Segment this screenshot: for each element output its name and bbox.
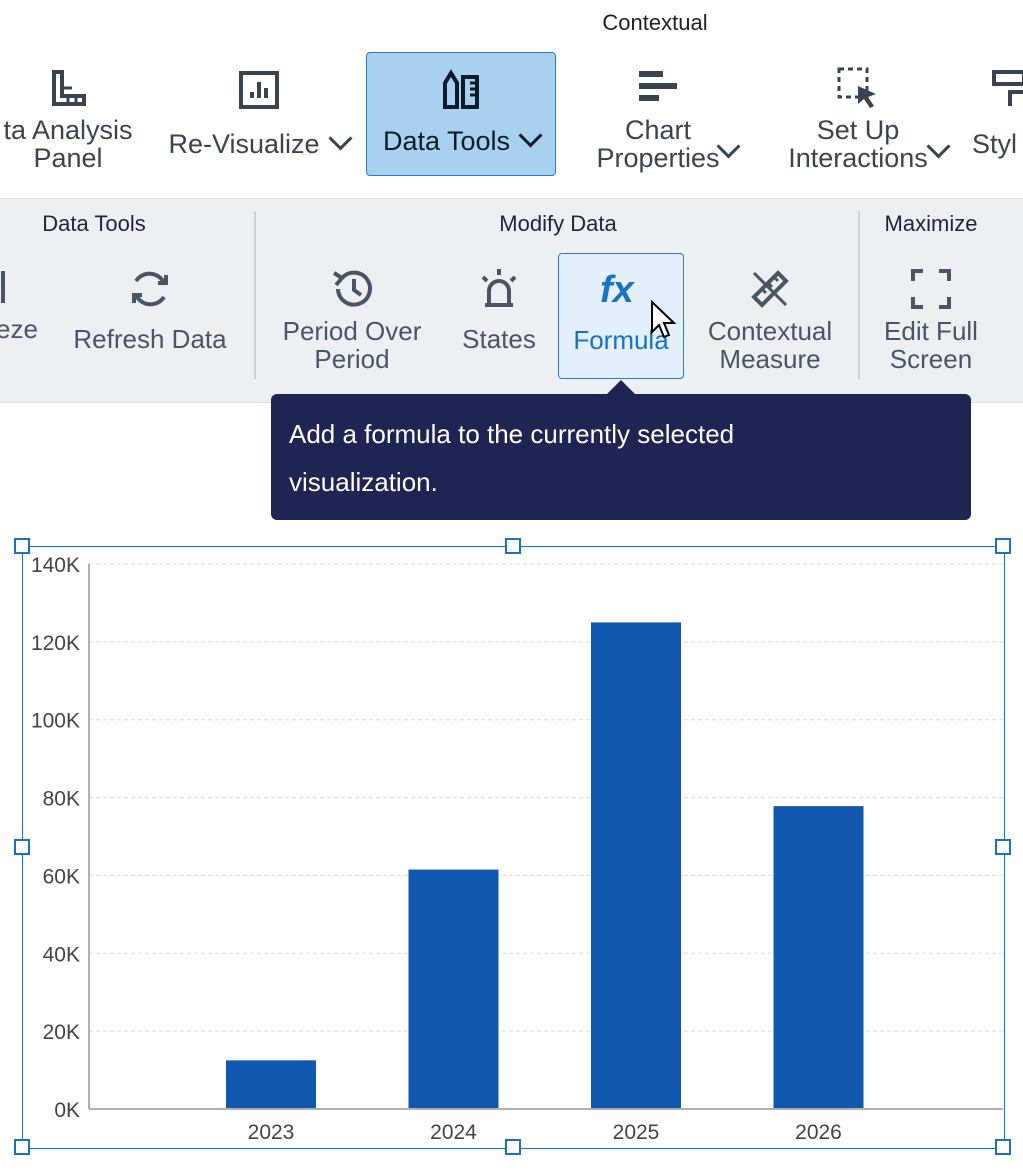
- resize-handle-right[interactable]: [995, 839, 1011, 855]
- contextual-measure-label-1: Contextual: [707, 316, 833, 346]
- bar-chart-icon: [238, 71, 279, 109]
- period-over-period-button[interactable]: Period Over Period: [268, 253, 436, 377]
- re-visualize-button[interactable]: Re-Visualize: [156, 52, 361, 174]
- mouse-cursor-icon: [651, 300, 677, 339]
- x-tick-label: 2025: [613, 1121, 660, 1144]
- resize-handle-top-left[interactable]: [14, 538, 30, 554]
- x-tick-label: 2023: [248, 1121, 295, 1144]
- refresh-icon: [132, 271, 168, 307]
- analysis-panel-icon: [52, 70, 86, 106]
- group-title-data-tools: Data Tools: [42, 211, 146, 236]
- freeze-button[interactable]: eze: [0, 253, 44, 377]
- set-up-interactions-label-1: Set Up: [816, 115, 900, 145]
- y-tick-label: 80K: [43, 788, 80, 811]
- history-icon: [332, 270, 372, 307]
- formula-tooltip: Add a formula to the currently selected …: [271, 394, 971, 520]
- data-analysis-panel-button[interactable]: ta Analysis Panel: [0, 52, 142, 174]
- svg-text:fx: fx: [600, 269, 636, 311]
- chevron-down-icon: [926, 134, 951, 159]
- data-tools-label: Data Tools: [382, 126, 511, 156]
- style-label: Styl: [972, 129, 1018, 159]
- y-tick-label: 100K: [31, 710, 80, 733]
- alarm-icon: [481, 269, 517, 307]
- bar-2026[interactable]: [773, 806, 864, 1109]
- data-analysis-panel-label-2: Panel: [33, 143, 103, 173]
- chart-properties-label-2: Properties: [596, 143, 720, 173]
- resize-handle-bottom-left[interactable]: [14, 1139, 30, 1155]
- x-axis-ticks: 2023 2024 2025 2026: [248, 1121, 842, 1144]
- refresh-data-button[interactable]: Refresh Data: [60, 253, 240, 377]
- fullscreen-icon: [911, 269, 951, 309]
- grid-lines: [89, 563, 1003, 1032]
- y-tick-label: 40K: [43, 943, 80, 966]
- contextual-measure-button[interactable]: Contextual Measure: [692, 253, 848, 377]
- edit-full-screen-label-1: Edit Full: [884, 316, 978, 346]
- group-divider: [858, 211, 860, 379]
- set-up-interactions-button[interactable]: Set Up Interactions: [758, 52, 958, 174]
- states-label: States: [462, 324, 536, 354]
- y-axis-ticks: 0K 20K 40K 60K 80K 100K 120K 140K: [31, 554, 80, 1122]
- resize-handle-top-right[interactable]: [995, 538, 1011, 554]
- group-divider: [254, 211, 256, 379]
- set-up-interactions-label-2: Interactions: [788, 143, 928, 173]
- resize-handle-bottom-right[interactable]: [995, 1139, 1011, 1155]
- tooltip-text-line-1: Add a formula to the currently selected: [289, 419, 735, 449]
- chevron-down-icon: [518, 123, 543, 148]
- chevron-down-icon: [328, 126, 353, 151]
- y-tick-label: 20K: [43, 1021, 80, 1044]
- tooltip-arrow: [606, 380, 636, 395]
- contextual-measure-label-2: Measure: [719, 344, 821, 374]
- resize-handle-bottom[interactable]: [505, 1139, 521, 1155]
- style-button[interactable]: Styl: [968, 52, 1023, 174]
- chevron-down-icon: [716, 134, 741, 159]
- group-title-maximize: Maximize: [884, 211, 978, 236]
- data-tools-ribbon: Data Tools Modify Data Maximize eze Refr…: [0, 198, 1023, 403]
- refresh-data-label: Refresh Data: [73, 324, 227, 354]
- paint-roller-icon: [992, 70, 1023, 106]
- re-visualize-label: Re-Visualize: [168, 129, 320, 159]
- data-tools-button[interactable]: Data Tools: [366, 52, 556, 176]
- bar-2023[interactable]: [226, 1060, 316, 1109]
- y-tick-label: 140K: [31, 554, 80, 577]
- edit-full-screen-button[interactable]: Edit Full Screen: [872, 253, 990, 377]
- chart-properties-icon: [639, 71, 677, 101]
- bar-2024[interactable]: [408, 869, 499, 1109]
- x-tick-label: 2026: [795, 1121, 842, 1144]
- data-analysis-panel-label-1: ta Analysis: [3, 115, 133, 145]
- data-tools-icon: [443, 69, 479, 109]
- chart-properties-label-1: Chart: [624, 115, 692, 145]
- freeze-icon: [1, 271, 5, 303]
- resize-handle-top[interactable]: [505, 538, 521, 554]
- group-title-modify-data: Modify Data: [499, 211, 617, 236]
- chart-properties-button[interactable]: Chart Properties: [568, 52, 748, 174]
- y-tick-label: 0K: [54, 1099, 80, 1122]
- y-tick-label: 120K: [31, 632, 80, 655]
- function-fx-icon: fx: [600, 269, 636, 311]
- period-over-period-label-1: Period Over: [282, 316, 422, 346]
- interaction-select-icon: [837, 67, 876, 108]
- contextual-tab-label: Contextual: [602, 10, 708, 35]
- ruler-pencil-icon: [751, 270, 789, 308]
- states-button[interactable]: States: [450, 253, 548, 377]
- period-over-period-label-2: Period: [314, 344, 390, 374]
- bar-2025[interactable]: [591, 622, 681, 1109]
- main-ribbon: Contextual ta Analysis Panel Re-Visualiz…: [0, 0, 1023, 198]
- y-tick-label: 60K: [43, 865, 80, 888]
- freeze-label: eze: [0, 314, 38, 344]
- tooltip-text-line-2: visualization.: [289, 467, 438, 497]
- resize-handle-left[interactable]: [14, 839, 30, 855]
- bar-series: [226, 622, 864, 1109]
- x-tick-label: 2024: [430, 1121, 477, 1144]
- edit-full-screen-label-2: Screen: [889, 344, 973, 374]
